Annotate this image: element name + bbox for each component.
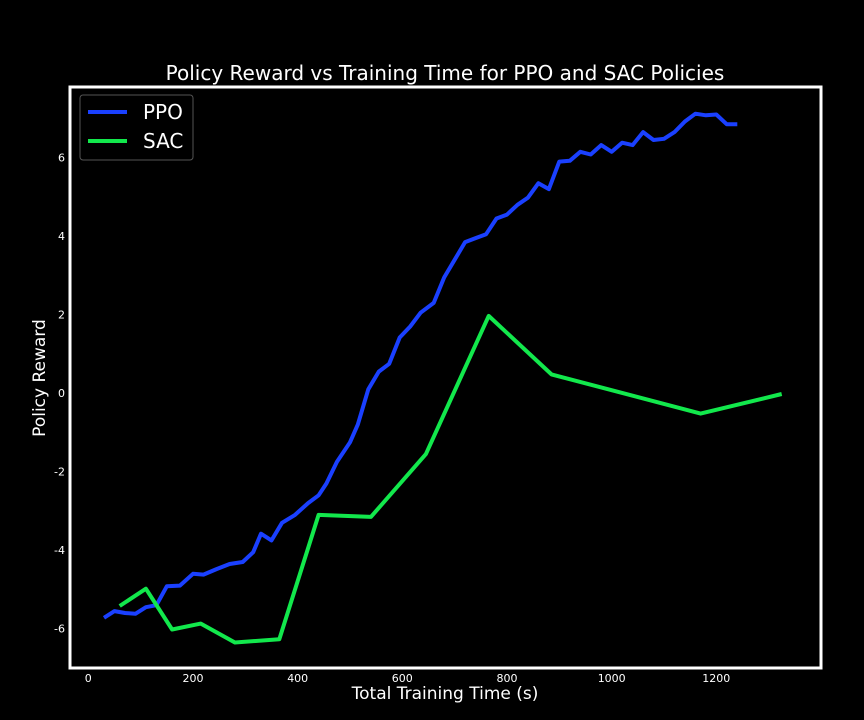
x-axis-ticks: 0 200 400 600 800 1000 1200 bbox=[85, 672, 730, 685]
y-tick-label: 4 bbox=[58, 230, 65, 243]
x-tick-label: 800 bbox=[497, 672, 518, 685]
legend-label-ppo: PPO bbox=[143, 100, 183, 124]
y-tick-label: -2 bbox=[54, 466, 65, 479]
x-tick-label: 1200 bbox=[702, 672, 730, 685]
y-tick-label: 2 bbox=[58, 309, 65, 322]
chart-title: Policy Reward vs Training Time for PPO a… bbox=[166, 61, 725, 85]
x-tick-label: 600 bbox=[392, 672, 413, 685]
y-axis-ticks: -6 -4 -2 0 2 4 6 bbox=[54, 152, 65, 636]
series-line-ppo bbox=[102, 111, 738, 620]
series-line-sac bbox=[118, 313, 783, 645]
x-tick-label: 200 bbox=[183, 672, 204, 685]
x-axis-label: Total Training Time (s) bbox=[351, 684, 539, 704]
series-layer bbox=[102, 111, 783, 645]
y-axis-label: Policy Reward bbox=[30, 319, 50, 437]
plot-area-frame bbox=[68, 85, 823, 670]
legend-label-sac: SAC bbox=[143, 129, 183, 153]
y-tick-label: 6 bbox=[58, 152, 65, 165]
legend: PPO SAC bbox=[79, 94, 194, 161]
y-tick-label: 0 bbox=[58, 387, 65, 400]
y-tick-label: -6 bbox=[54, 623, 65, 636]
x-tick-label: 0 bbox=[85, 672, 92, 685]
y-tick-label: -4 bbox=[54, 544, 65, 557]
x-tick-label: 400 bbox=[287, 672, 308, 685]
x-tick-label: 1000 bbox=[598, 672, 626, 685]
